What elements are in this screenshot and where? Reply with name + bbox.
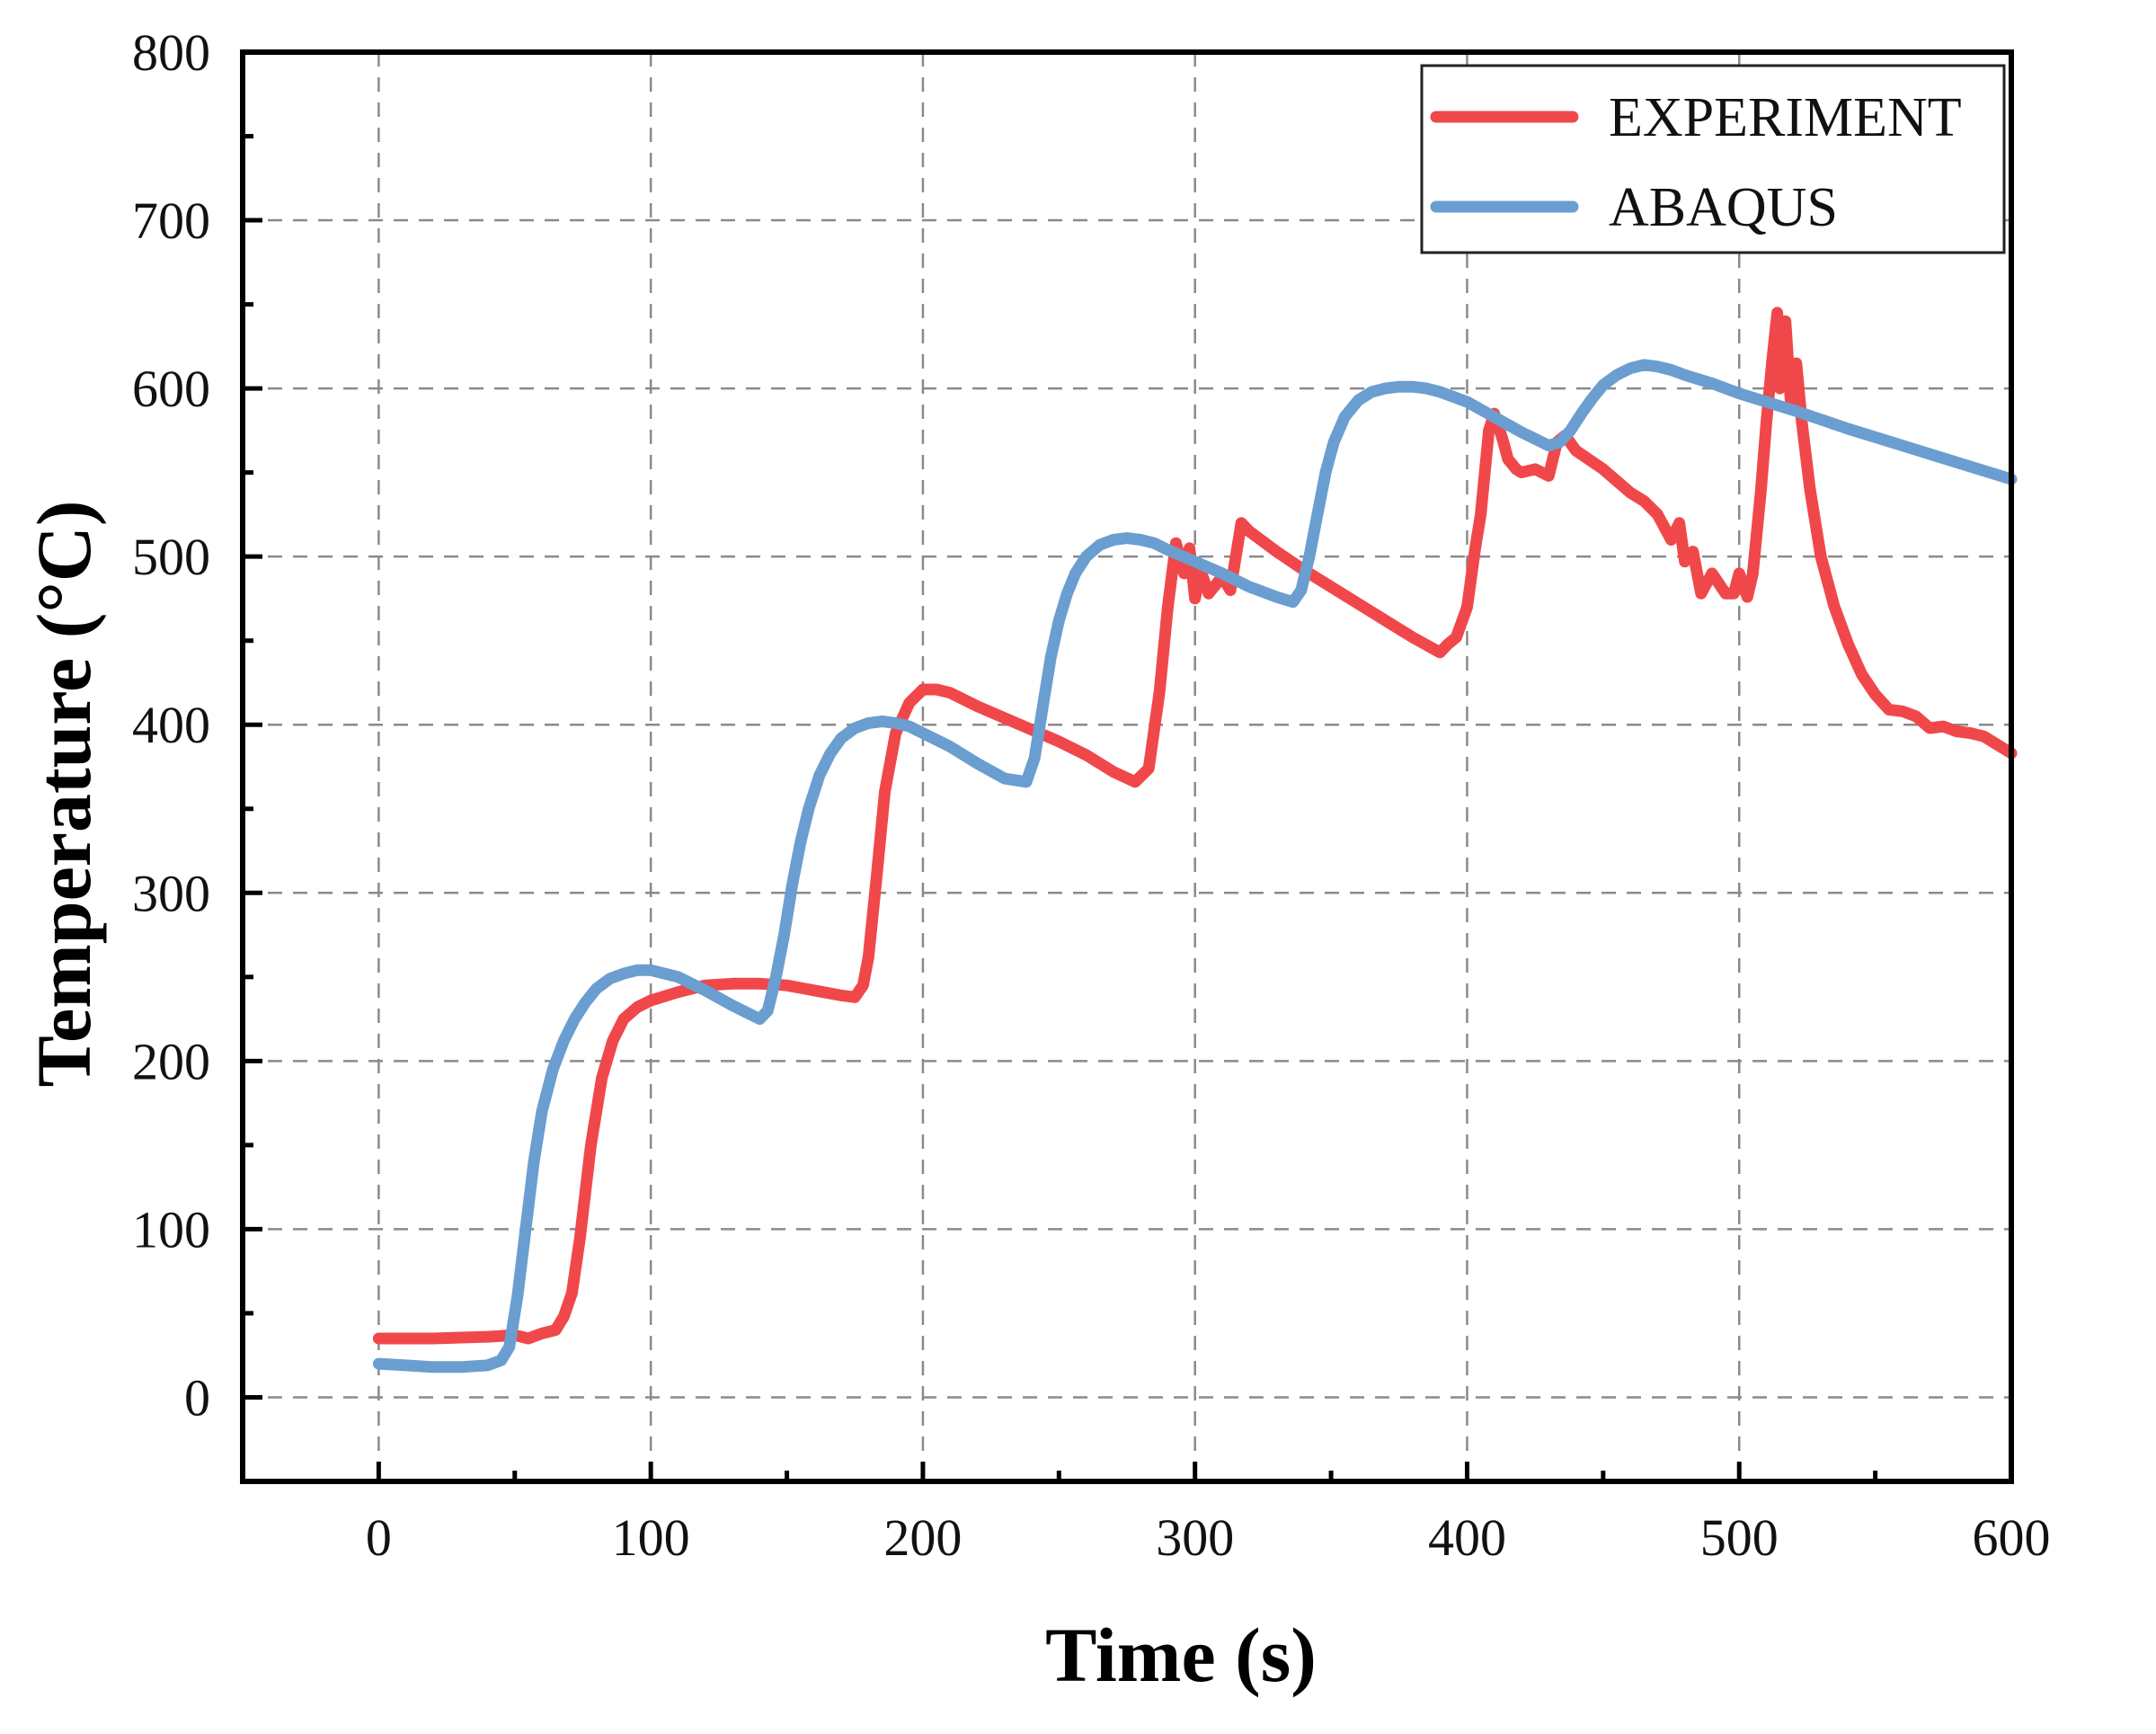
legend: EXPERIMENT ABAQUS xyxy=(1420,64,2006,254)
x-tick-labels: 0 100 200 300 400 500 600 xyxy=(366,1508,2051,1567)
x-tick-label: 0 xyxy=(366,1508,392,1567)
y-tick-label: 500 xyxy=(132,528,210,586)
series-group xyxy=(372,307,2018,1374)
x-axis-title: Time (s) xyxy=(1045,1612,1317,1698)
grid xyxy=(243,52,2013,1481)
x-tick-label: 500 xyxy=(1700,1508,1779,1567)
y-tick-label: 600 xyxy=(132,360,210,418)
legend-label-experiment: EXPERIMENT xyxy=(1609,87,1962,148)
plot-frame xyxy=(240,49,2014,1484)
series-line-abaqus xyxy=(372,359,2018,1374)
legend-box xyxy=(1420,64,2006,254)
y-tick-label: 100 xyxy=(132,1200,210,1258)
y-tick-label: 700 xyxy=(132,191,210,250)
y-axis-title: Temperature (°C) xyxy=(21,501,107,1088)
y-tick-label: 400 xyxy=(132,696,210,754)
y-tick-label: 300 xyxy=(132,864,210,922)
x-tick-label: 600 xyxy=(1973,1508,2051,1567)
y-tick-label: 800 xyxy=(132,23,210,82)
x-tick-label: 300 xyxy=(1156,1508,1234,1567)
legend-label-abaqus: ABAQUS xyxy=(1609,177,1838,238)
y-tick-label: 200 xyxy=(132,1032,210,1090)
y-tick-label: 0 xyxy=(184,1368,210,1427)
x-tick-label: 100 xyxy=(612,1508,690,1567)
x-tick-label: 200 xyxy=(883,1508,962,1567)
axis-ticks xyxy=(240,49,2014,1484)
x-tick-label: 400 xyxy=(1428,1508,1506,1567)
y-tick-labels: 0 100 200 300 400 500 600 700 800 xyxy=(132,23,210,1427)
